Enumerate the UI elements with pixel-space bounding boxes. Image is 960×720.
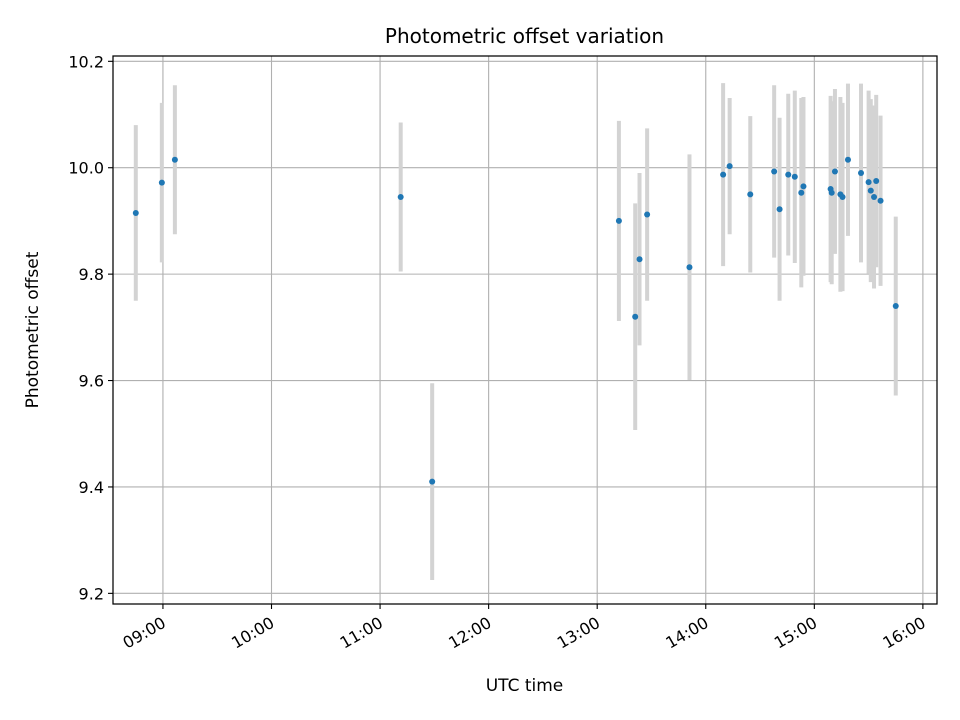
data-point bbox=[397, 193, 404, 200]
x-tick-label: 12:00 bbox=[445, 613, 494, 653]
data-point bbox=[871, 193, 878, 200]
data-point bbox=[873, 178, 880, 185]
x-tick-label: 09:00 bbox=[120, 613, 169, 653]
data-point bbox=[158, 179, 165, 186]
x-axis-ticks: 09:00 10:00 11:00 12:00 13:00 14:00 15:00 16:00 bbox=[120, 604, 929, 653]
data-point bbox=[800, 183, 807, 190]
data-point bbox=[831, 168, 838, 175]
grid bbox=[113, 56, 937, 604]
data-point bbox=[858, 170, 865, 177]
data-point bbox=[828, 189, 835, 196]
data-point bbox=[892, 303, 899, 310]
y-axis-label: Photometric offset bbox=[23, 251, 43, 408]
data-point bbox=[877, 197, 884, 204]
data-point bbox=[171, 156, 178, 163]
y-tick-label: 9.8 bbox=[79, 265, 104, 284]
data-point bbox=[776, 206, 783, 213]
data-point bbox=[632, 313, 639, 320]
data-point bbox=[839, 193, 846, 200]
y-axis-ticks: 9.2 9.4 9.6 9.8 10.0 10.2 bbox=[68, 52, 113, 603]
data-point bbox=[791, 173, 798, 180]
data-point bbox=[865, 179, 872, 186]
data-point bbox=[867, 187, 874, 194]
data-point bbox=[747, 191, 754, 198]
y-tick-label: 10.2 bbox=[68, 52, 104, 71]
data-point bbox=[771, 168, 778, 175]
data-point bbox=[720, 171, 727, 178]
y-tick-label: 9.4 bbox=[79, 478, 104, 497]
x-tick-label: 11:00 bbox=[337, 613, 386, 653]
data-point bbox=[844, 156, 851, 163]
x-tick-label: 13:00 bbox=[554, 613, 603, 653]
data-point bbox=[636, 256, 643, 263]
x-tick-label: 14:00 bbox=[662, 613, 711, 653]
data-point bbox=[726, 163, 733, 170]
chart-title: Photometric offset variation bbox=[385, 24, 664, 48]
data-point bbox=[615, 217, 622, 224]
data-point bbox=[785, 171, 792, 178]
data-point bbox=[644, 211, 651, 218]
y-tick-label: 9.2 bbox=[79, 584, 104, 603]
data-point bbox=[798, 189, 805, 196]
x-tick-label: 10:00 bbox=[228, 613, 277, 653]
y-tick-label: 10.0 bbox=[68, 159, 104, 178]
data-point bbox=[132, 209, 139, 216]
y-tick-label: 9.6 bbox=[79, 372, 104, 391]
data-point bbox=[429, 478, 436, 485]
plot-frame bbox=[112, 55, 938, 605]
x-tick-label: 15:00 bbox=[771, 613, 820, 653]
x-tick-label: 16:00 bbox=[879, 613, 928, 653]
data-point bbox=[686, 264, 693, 271]
error-bars bbox=[133, 83, 898, 581]
x-axis-label: UTC time bbox=[486, 676, 564, 696]
data-points bbox=[132, 156, 899, 485]
